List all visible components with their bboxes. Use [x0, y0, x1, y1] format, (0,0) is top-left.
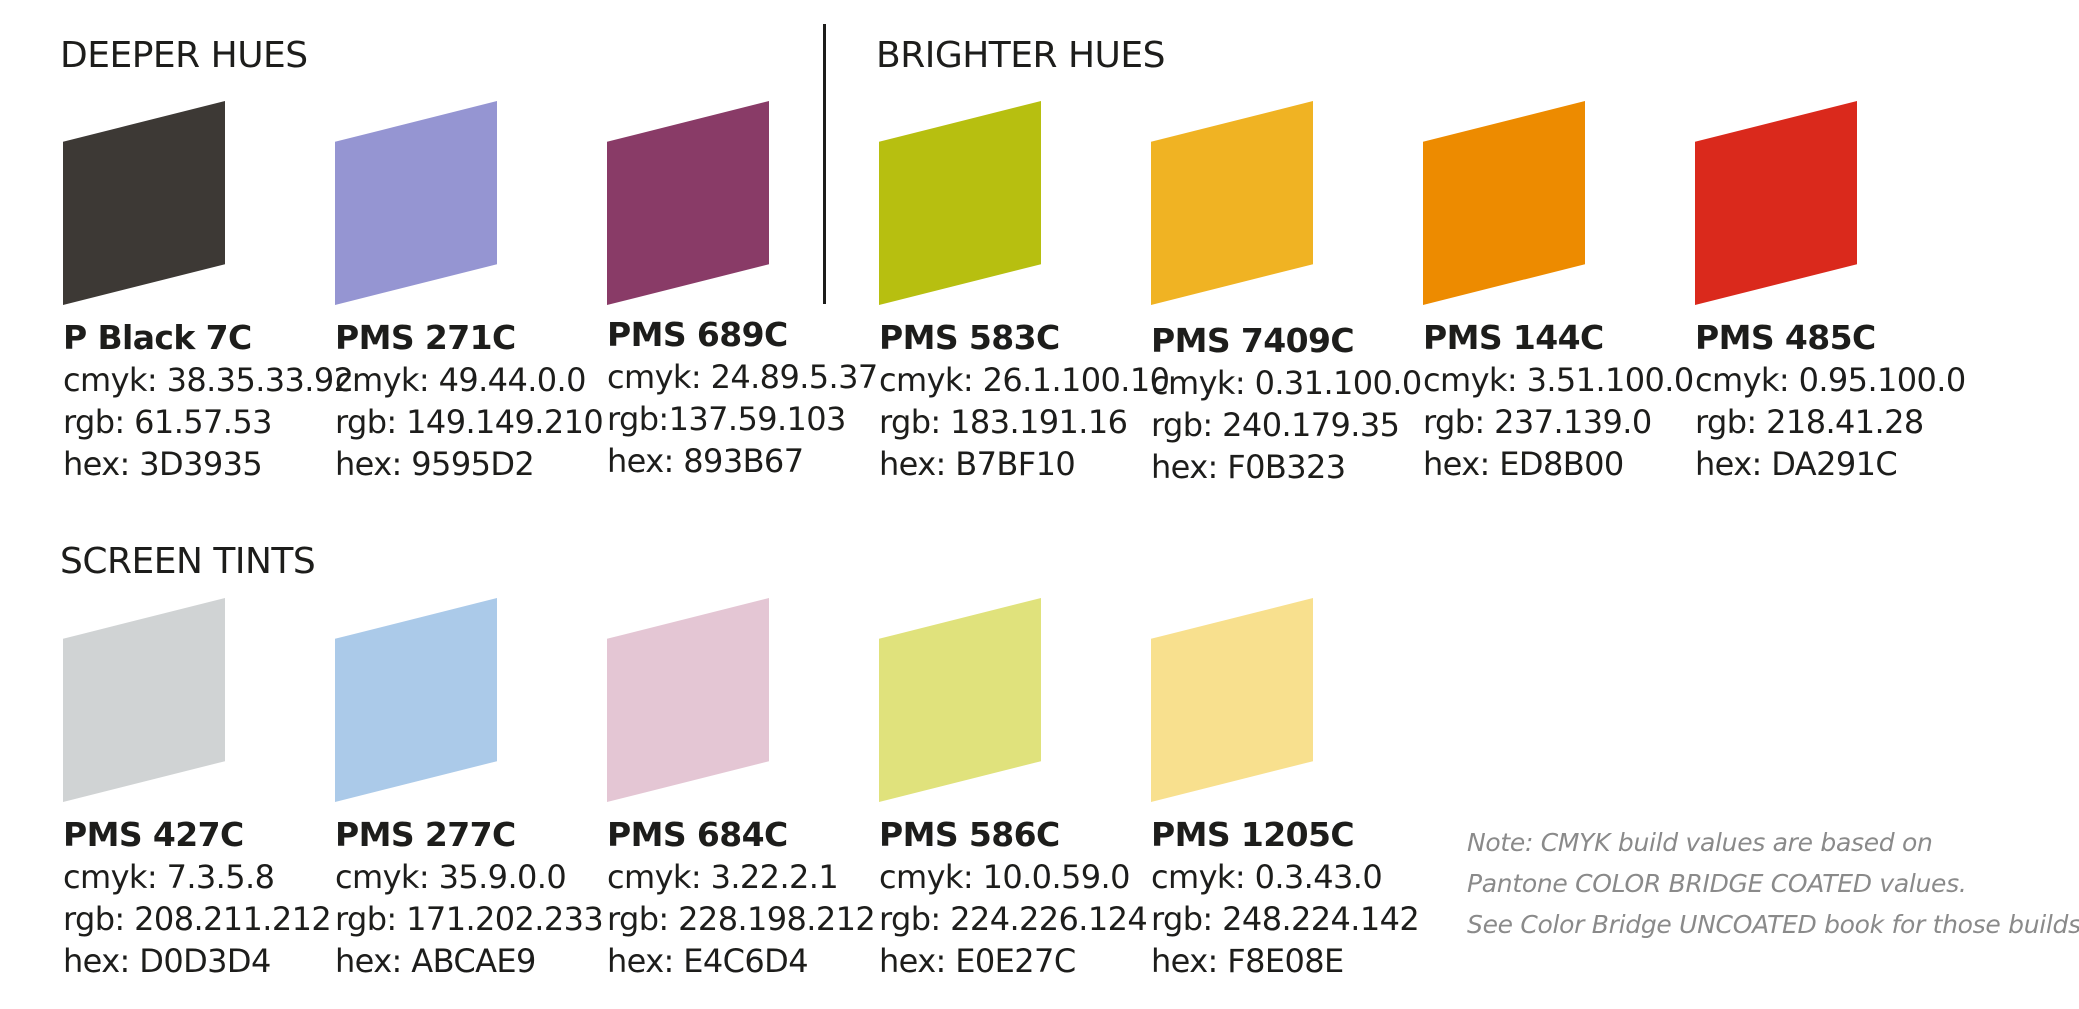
color-swatch-pms-144c: PMS 144C cmyk: 3.51.100.0 rgb: 237.139.0…: [1423, 101, 1694, 485]
color-swatch-pms-7409c: PMS 7409C cmyk: 0.31.100.0 rgb: 240.179.…: [1151, 101, 1422, 488]
swatch-hex: hex: E4C6D4: [607, 942, 809, 980]
swatch-rgb: rgb: 183.191.16: [879, 403, 1128, 441]
swatch-cmyk: cmyk: 10.0.59.0: [879, 858, 1130, 896]
swatch-cmyk: cmyk: 26.1.100.10: [879, 361, 1170, 399]
swatch-rgb: rgb: 61.57.53: [63, 403, 272, 441]
section-title-screen-tints: SCREEN TINTS: [60, 541, 316, 582]
color-swatch-pms-277c: PMS 277C cmyk: 35.9.0.0 rgb: 171.202.233…: [335, 598, 604, 982]
section-title-deeper-hues: DEEPER HUES: [60, 35, 308, 76]
swatch-hex: hex: F0B323: [1151, 448, 1346, 486]
color-swatch-pms-689c: PMS 689C cmyk: 24.89.5.37 rgb:137.59.103…: [607, 101, 878, 482]
swatch-name: P Black 7C: [63, 318, 252, 357]
color-chip: [335, 101, 497, 305]
swatch-cmyk: cmyk: 3.51.100.0: [1423, 361, 1694, 399]
swatch-hex: hex: F8E08E: [1151, 942, 1344, 980]
swatch-name: PMS 485C: [1695, 318, 1876, 357]
swatch-hex: hex: E0E27C: [879, 942, 1076, 980]
color-chip: [1695, 101, 1857, 305]
color-chip: [63, 598, 225, 802]
section-divider: [823, 24, 826, 304]
color-swatch-p-black-7c: P Black 7C cmyk: 38.35.33.92 rgb: 61.57.…: [63, 101, 354, 485]
color-chip: [1423, 101, 1585, 305]
swatch-rgb: rgb: 248.224.142: [1151, 900, 1420, 938]
swatch-hex: hex: B7BF10: [879, 445, 1076, 483]
swatch-rgb: rgb: 240.179.35: [1151, 406, 1400, 444]
section-title-brighter-hues: BRIGHTER HUES: [876, 35, 1166, 76]
color-swatch-pms-684c: PMS 684C cmyk: 3.22.2.1 rgb: 228.198.212…: [607, 598, 876, 982]
swatch-rgb: rgb: 171.202.233: [335, 900, 604, 938]
swatch-name: PMS 1205C: [1151, 815, 1355, 854]
color-chip: [63, 101, 225, 305]
color-chip: [607, 598, 769, 802]
swatch-cmyk: cmyk: 7.3.5.8: [63, 858, 275, 896]
swatch-hex: hex: ABCAE9: [335, 942, 536, 980]
swatch-name: PMS 689C: [607, 315, 788, 354]
swatch-name: PMS 586C: [879, 815, 1060, 854]
color-chip: [879, 598, 1041, 802]
swatch-hex: hex: ED8B00: [1423, 445, 1624, 483]
swatch-name: PMS 277C: [335, 815, 516, 854]
swatch-cmyk: cmyk: 0.3.43.0: [1151, 858, 1383, 896]
note-line: Note: CMYK build values are based on: [1467, 828, 1933, 857]
swatch-cmyk: cmyk: 38.35.33.92: [63, 361, 354, 399]
color-swatch-pms-583c: PMS 583C cmyk: 26.1.100.10 rgb: 183.191.…: [879, 101, 1170, 485]
swatch-name: PMS 684C: [607, 815, 788, 854]
swatch-cmyk: cmyk: 0.31.100.0: [1151, 364, 1422, 402]
color-chip: [879, 101, 1041, 305]
color-swatch-pms-1205c: PMS 1205C cmyk: 0.3.43.0 rgb: 248.224.14…: [1151, 598, 1420, 982]
swatch-cmyk: cmyk: 3.22.2.1: [607, 858, 839, 896]
color-chip: [1151, 101, 1313, 305]
swatch-rgb: rgb: 228.198.212: [607, 900, 876, 938]
note-line: Pantone COLOR BRIDGE COATED values.: [1467, 869, 1967, 898]
swatch-rgb: rgb: 224.226.124: [879, 900, 1148, 938]
swatch-rgb: rgb: 237.139.0: [1423, 403, 1652, 441]
swatch-rgb: rgb: 149.149.210: [335, 403, 604, 441]
swatch-cmyk: cmyk: 35.9.0.0: [335, 858, 567, 896]
swatch-name: PMS 7409C: [1151, 321, 1355, 360]
color-swatch-pms-485c: PMS 485C cmyk: 0.95.100.0 rgb: 218.41.28…: [1695, 101, 1966, 485]
swatch-cmyk: cmyk: 49.44.0.0: [335, 361, 586, 399]
swatch-name: PMS 583C: [879, 318, 1060, 357]
swatch-hex: hex: 3D3935: [63, 445, 263, 483]
swatch-cmyk: cmyk: 0.95.100.0: [1695, 361, 1966, 399]
swatch-rgb: rgb: 208.211.212: [63, 900, 332, 938]
note-line: See Color Bridge UNCOATED book for those…: [1467, 910, 2079, 939]
color-chip: [335, 598, 497, 802]
color-chip: [1151, 598, 1313, 802]
swatch-rgb: rgb:137.59.103: [607, 400, 846, 438]
color-swatch-pms-586c: PMS 586C cmyk: 10.0.59.0 rgb: 224.226.12…: [879, 598, 1148, 982]
color-swatch-pms-427c: PMS 427C cmyk: 7.3.5.8 rgb: 208.211.212 …: [63, 598, 332, 982]
swatch-hex: hex: DA291C: [1695, 445, 1898, 483]
swatch-hex: hex: 9595D2: [335, 445, 535, 483]
color-swatch-pms-271c: PMS 271C cmyk: 49.44.0.0 rgb: 149.149.21…: [335, 101, 604, 485]
swatch-hex: hex: 893B67: [607, 442, 804, 480]
swatch-name: PMS 144C: [1423, 318, 1604, 357]
swatch-hex: hex: D0D3D4: [63, 942, 271, 980]
cmyk-note: Note: CMYK build values are based on Pan…: [1467, 822, 2079, 945]
swatch-name: PMS 427C: [63, 815, 244, 854]
swatch-rgb: rgb: 218.41.28: [1695, 403, 1924, 441]
color-chip: [607, 101, 769, 305]
swatch-name: PMS 271C: [335, 318, 516, 357]
swatch-cmyk: cmyk: 24.89.5.37: [607, 358, 878, 396]
